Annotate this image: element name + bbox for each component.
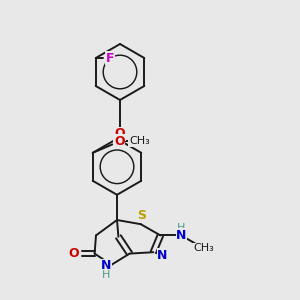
Text: H: H [102, 270, 111, 280]
Text: CH₃: CH₃ [194, 243, 214, 253]
Text: S: S [137, 209, 146, 222]
Text: N: N [176, 229, 187, 242]
Text: CH₃: CH₃ [129, 136, 150, 146]
Text: N: N [157, 249, 168, 262]
Text: H: H [177, 224, 186, 233]
Text: O: O [68, 247, 79, 260]
Text: O: O [114, 135, 125, 148]
Text: O: O [115, 127, 125, 140]
Text: F: F [106, 52, 114, 64]
Text: N: N [101, 259, 112, 272]
